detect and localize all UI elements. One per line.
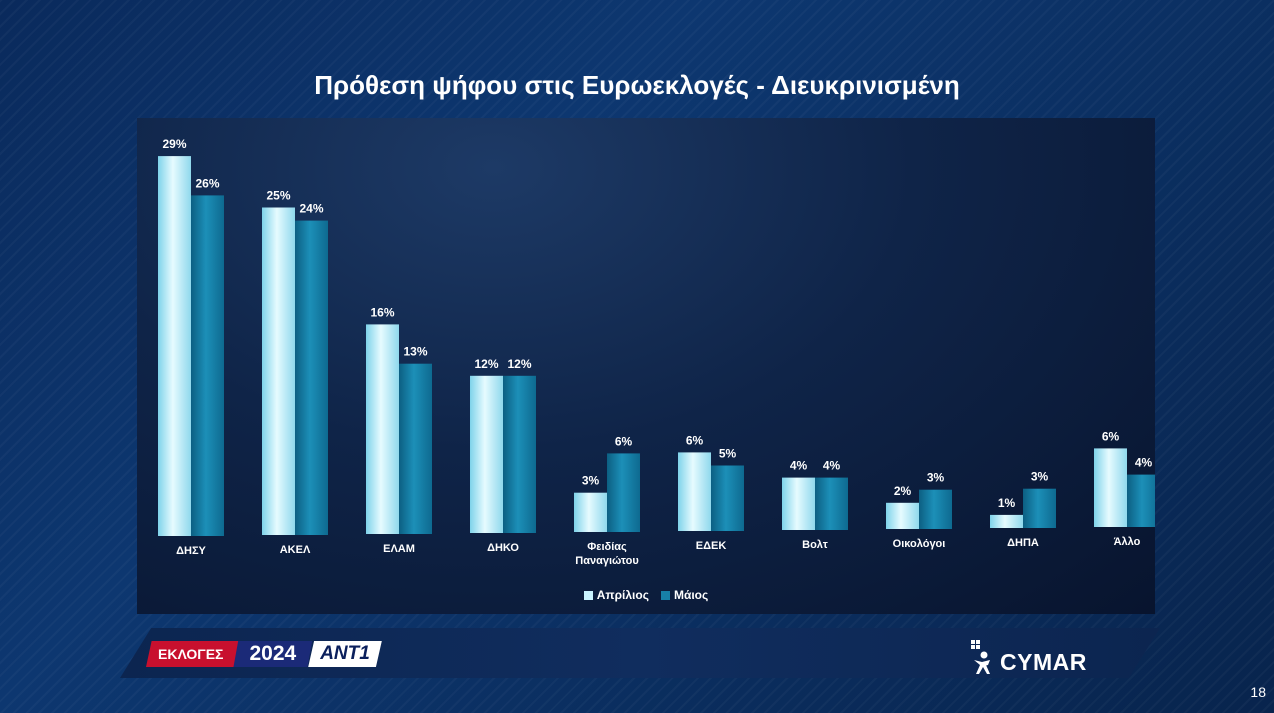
cymar-figure-icon — [971, 639, 990, 674]
category-label: ΕΔΕΚ — [696, 540, 727, 552]
category-label: ΔΗΠΑ — [1007, 537, 1039, 549]
legend-label-april: Απρίλιος — [596, 588, 649, 602]
data-label-april: 1% — [998, 496, 1016, 510]
data-label-may: 12% — [507, 357, 531, 371]
bar-april — [678, 452, 711, 531]
bar-april — [366, 324, 399, 534]
data-label-may: 3% — [1031, 470, 1049, 484]
bar-may — [191, 195, 224, 536]
data-label-april: 25% — [266, 189, 290, 203]
bar-april — [262, 207, 295, 535]
logo-elections-tag: ΕΚΛΟΓΕΣ — [146, 641, 240, 667]
bar-april — [990, 514, 1023, 528]
data-label-april: 2% — [894, 484, 912, 498]
data-label-may: 6% — [615, 434, 633, 448]
category-label: ΑΚΕΛ — [280, 544, 311, 556]
data-label-may: 4% — [1135, 456, 1153, 470]
legend-swatch-april — [583, 590, 593, 600]
elections-2024-logo: ΕΚΛΟΓΕΣ 2024 ANT1 — [146, 641, 382, 667]
category-label: Βολτ — [802, 539, 828, 551]
data-label-may: 24% — [299, 202, 323, 216]
category-label: Οικολόγοι — [893, 538, 946, 550]
category-label: ΕΛΑΜ — [383, 543, 415, 555]
cymar-logo: CYMAR — [968, 637, 1087, 676]
bar-may — [503, 375, 536, 533]
slide-title: Πρόθεση ψήφου στις Ευρωεκλογές - Διευκρι… — [314, 70, 960, 100]
category-label: Παναγιώτου — [575, 555, 638, 567]
data-label-may: 26% — [195, 176, 219, 190]
bar-april — [1094, 448, 1127, 527]
bar-may — [607, 453, 640, 532]
logo-channel: ANT1 — [308, 641, 382, 667]
data-label-may: 5% — [719, 447, 737, 461]
bar-may — [1023, 488, 1056, 528]
legend-item-may: Μάιος — [660, 588, 709, 602]
data-label-april: 3% — [582, 474, 600, 488]
category-label: Φειδίας — [587, 541, 627, 553]
data-label-may: 13% — [403, 345, 427, 359]
data-label-may: 3% — [927, 471, 945, 485]
bar-may — [399, 363, 432, 534]
data-label-april: 29% — [162, 137, 186, 151]
bar-chart: 29% 26% ΔΗΣΥ 25% 24% ΑΚΕΛ 16% 13% ΕΛΑΜ 12% 12% ΔΗΚΟ… — [158, 137, 1155, 567]
data-label-april: 16% — [370, 305, 394, 319]
legend-item-april: Απρίλιος — [583, 588, 649, 602]
bar-april — [886, 502, 919, 529]
chart-panel: 29% 26% ΔΗΣΥ 25% 24% ΑΚΕΛ 16% 13% ΕΛΑΜ 12% 12% ΔΗΚΟ… — [137, 118, 1155, 614]
category-label: ΔΗΣΥ — [176, 545, 206, 557]
bar-april — [574, 492, 607, 532]
category-label: Άλλο — [1114, 536, 1141, 548]
data-label-april: 12% — [474, 357, 498, 371]
legend-swatch-may — [660, 590, 670, 600]
bar-may — [919, 489, 952, 529]
data-label-may: 4% — [823, 459, 841, 473]
page-number: 18 — [1250, 684, 1266, 700]
chart-legend: Απρίλιος Μάιος — [137, 588, 1155, 602]
cymar-wordmark: CYMAR — [1000, 649, 1087, 675]
data-label-april: 6% — [1102, 429, 1120, 443]
category-label: ΔΗΚΟ — [487, 542, 519, 554]
bar-april — [782, 477, 815, 530]
bar-april — [158, 156, 191, 536]
bar-may — [815, 477, 848, 530]
bar-may — [711, 465, 744, 531]
bar-april — [470, 375, 503, 533]
bar-may — [1127, 474, 1155, 527]
logo-year: 2024 — [233, 641, 313, 667]
data-label-april: 6% — [686, 433, 704, 447]
data-label-april: 4% — [790, 459, 808, 473]
bar-may — [295, 220, 328, 535]
legend-label-may: Μάιος — [673, 588, 709, 602]
